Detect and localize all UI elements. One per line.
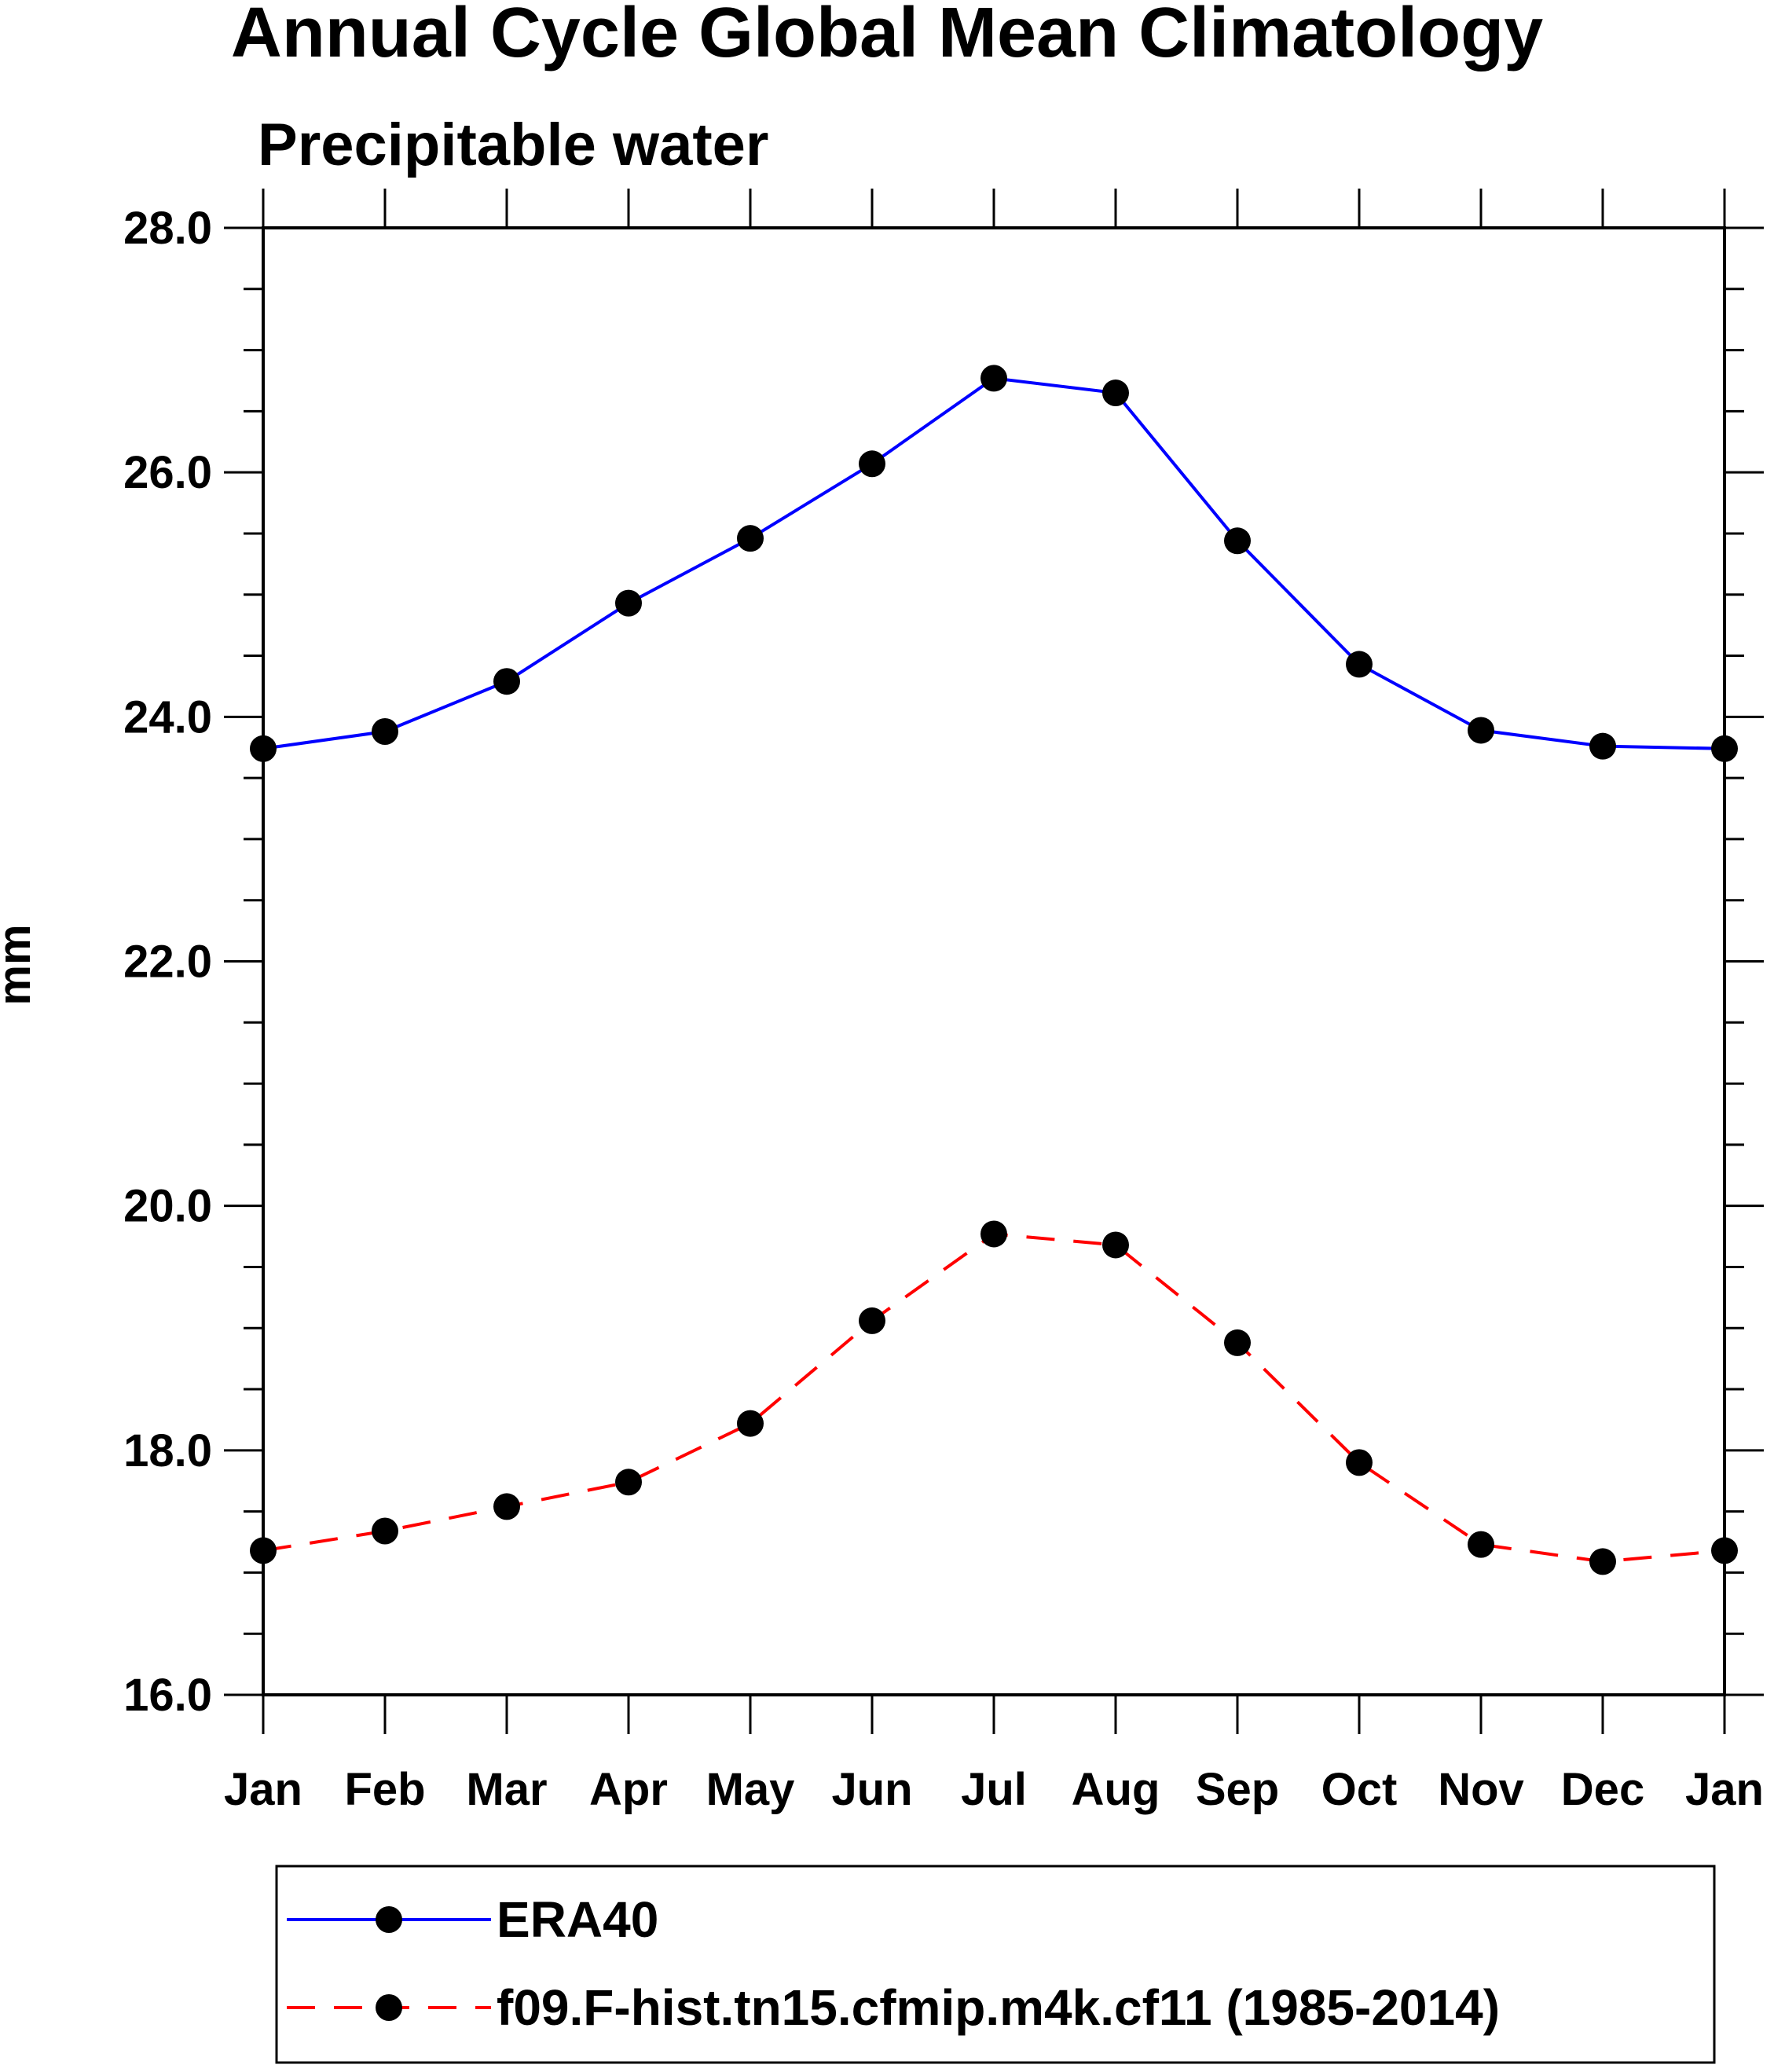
legend: ERA40 f09.F-hist.tn15.cfmip.m4k.cf11 (198… [275,1865,1716,2064]
series-line [262,376,1725,750]
x-tick-label: Jun [831,1764,912,1815]
chart-subtitle: Precipitable water [258,112,769,178]
data-point [372,1517,398,1545]
series-1 [250,365,1738,762]
data-point [1589,732,1616,760]
data-point [1468,717,1494,744]
x-tick-label: Apr [589,1764,668,1815]
data-point [493,1493,520,1520]
data-point [980,1220,1007,1248]
data-point [615,589,642,617]
data-point [1468,1531,1494,1558]
x-tick-label: Jan [224,1764,302,1815]
plot-frame [262,226,1726,1696]
data-point [250,735,277,762]
data-point [1346,651,1373,678]
data-point [980,365,1007,392]
data-point [250,1537,277,1564]
data-point [859,450,885,478]
data-point [737,525,764,552]
chart-title: Annual Cycle Global Mean Climatology [231,0,1543,72]
data-point [1224,1329,1251,1356]
x-tick-label: Feb [344,1764,425,1815]
x-tick-label: Jan [1685,1764,1764,1815]
x-tick-label: Aug [1072,1764,1160,1815]
data-point [1711,735,1738,762]
data-point [493,668,520,695]
data-point [859,1307,885,1334]
data-point [1102,380,1129,407]
data-point [1589,1548,1616,1575]
y-tick-label: 24.0 [123,691,212,743]
x-tick-label: Mar [466,1764,547,1815]
series-layer [250,365,1738,1575]
y-tick-label: 22.0 [123,937,212,988]
x-tick-label: Jul [961,1764,1027,1815]
data-point [1346,1449,1373,1476]
axes: 16.0 18.0 20.0 22.0 24.0 26.0 28.0 Jan Feb Mar Apr… [123,189,1764,1815]
legend-marker [376,1906,402,1933]
series-line [262,1232,1725,1564]
series-2 [250,1220,1738,1575]
data-point [1102,1231,1129,1259]
data-point [372,718,398,746]
x-tick-label: Dec [1561,1764,1644,1815]
y-tick-label: 18.0 [123,1425,212,1476]
legend-marker [376,1994,402,2021]
y-tick-label: 20.0 [123,1181,212,1232]
data-point [1711,1537,1738,1564]
legend-box [275,1865,1716,2064]
y-tick-label: 16.0 [123,1670,212,1721]
legend-label: f09.F-hist.tn15.cfmip.m4k.cf11 (1985-201… [497,1979,1500,2036]
legend-label: ERA40 [497,1891,658,1948]
y-tick-label: 26.0 [123,447,212,498]
y-axis-label: mm [0,924,40,1005]
x-tick-label: May [706,1764,795,1815]
x-tick-label: Sep [1196,1764,1279,1815]
data-point [737,1410,764,1437]
x-tick-label: Nov [1438,1764,1524,1815]
data-point [615,1469,642,1496]
x-tick-label: Oct [1321,1764,1398,1815]
data-point [1224,527,1251,555]
y-tick-label: 28.0 [123,203,212,254]
